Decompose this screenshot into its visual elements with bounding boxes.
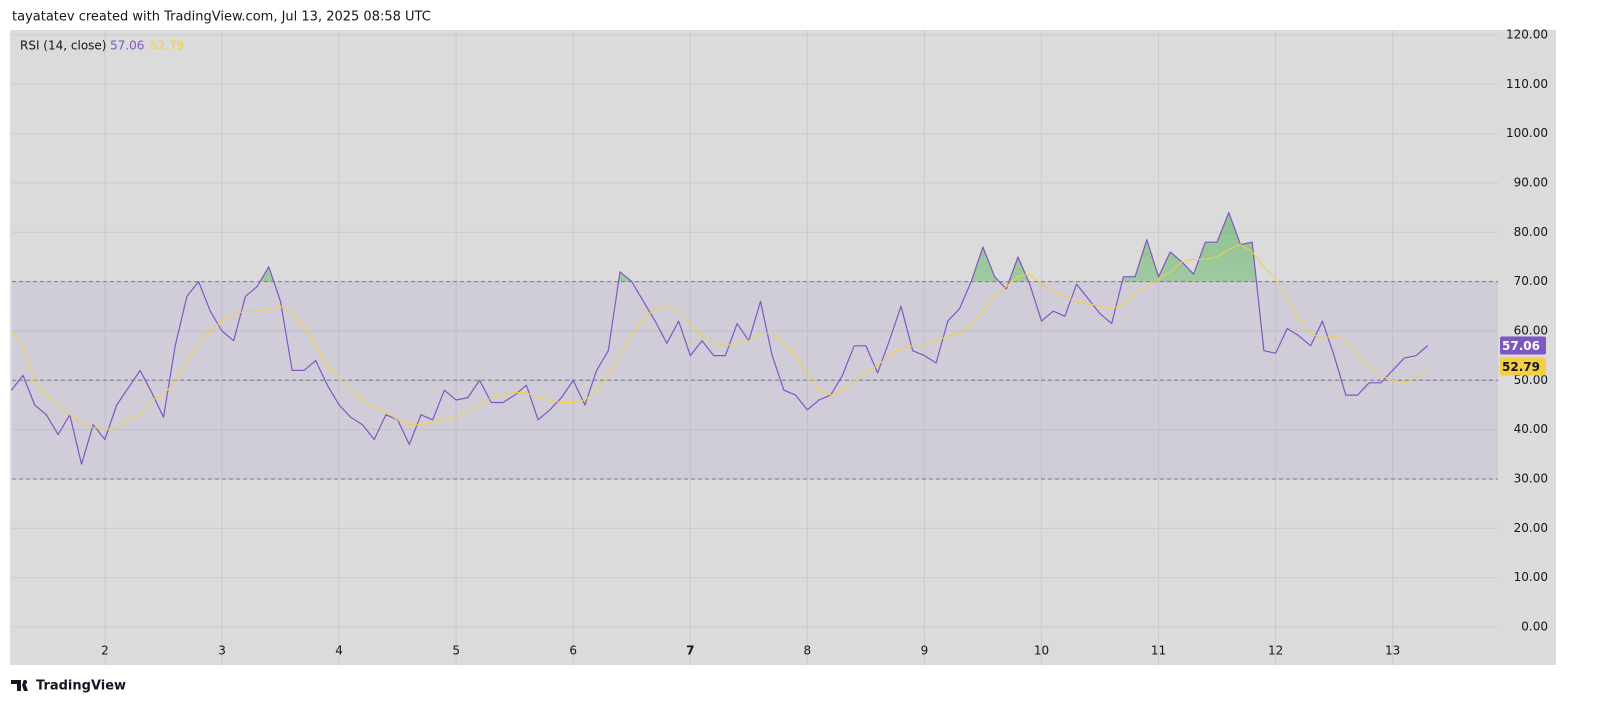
chart-background <box>10 30 1556 665</box>
x-tick-label: 13 <box>1385 644 1400 658</box>
x-tick-label: 8 <box>804 644 812 658</box>
y-tick-label: 100.00 <box>1506 126 1548 140</box>
y-tick-label: 60.00 <box>1514 323 1548 337</box>
x-tick-label: 4 <box>335 644 343 658</box>
x-tick-label: 6 <box>569 644 577 658</box>
rsi-line <box>10 212 1429 465</box>
price-badge-label: 52.79 <box>1502 360 1540 374</box>
overbought-fill <box>198 212 1257 282</box>
price-badge <box>1500 357 1546 376</box>
y-tick-label: 0.00 <box>1521 620 1548 634</box>
x-tick-label: 11 <box>1151 644 1166 658</box>
y-tick-label: 10.00 <box>1514 570 1548 584</box>
legend-value: 52.79 <box>150 39 184 53</box>
y-tick-label: 40.00 <box>1514 422 1548 436</box>
x-tick-label: 12 <box>1268 644 1283 658</box>
x-tick-label: 5 <box>452 644 460 658</box>
y-tick-label: 110.00 <box>1506 77 1548 91</box>
legend-title: RSI (14, close) <box>20 39 106 53</box>
price-badge <box>1500 336 1546 355</box>
x-tick-label: 7 <box>686 644 694 658</box>
price-badge-label: 57.06 <box>1502 339 1540 353</box>
x-tick-label: 10 <box>1034 644 1049 658</box>
y-tick-label: 20.00 <box>1514 521 1548 535</box>
y-tick-label: 120.00 <box>1506 27 1548 41</box>
y-tick-label: 70.00 <box>1514 274 1548 288</box>
y-tick-label: 30.00 <box>1514 471 1548 485</box>
rsi-ma-line <box>10 244 1429 431</box>
y-tick-label: 80.00 <box>1514 225 1548 239</box>
x-tick-label: 9 <box>921 644 929 658</box>
x-tick-label: 3 <box>218 644 226 658</box>
y-tick-label: 50.00 <box>1514 373 1548 387</box>
legend-value: 57.06 <box>110 39 144 53</box>
y-tick-label: 90.00 <box>1514 175 1548 189</box>
footer-brand: TradingView <box>36 679 126 694</box>
x-tick-label: 2 <box>101 644 109 658</box>
header: tayatatev created with TradingView.com, … <box>12 10 431 25</box>
footer-logo <box>11 680 28 691</box>
